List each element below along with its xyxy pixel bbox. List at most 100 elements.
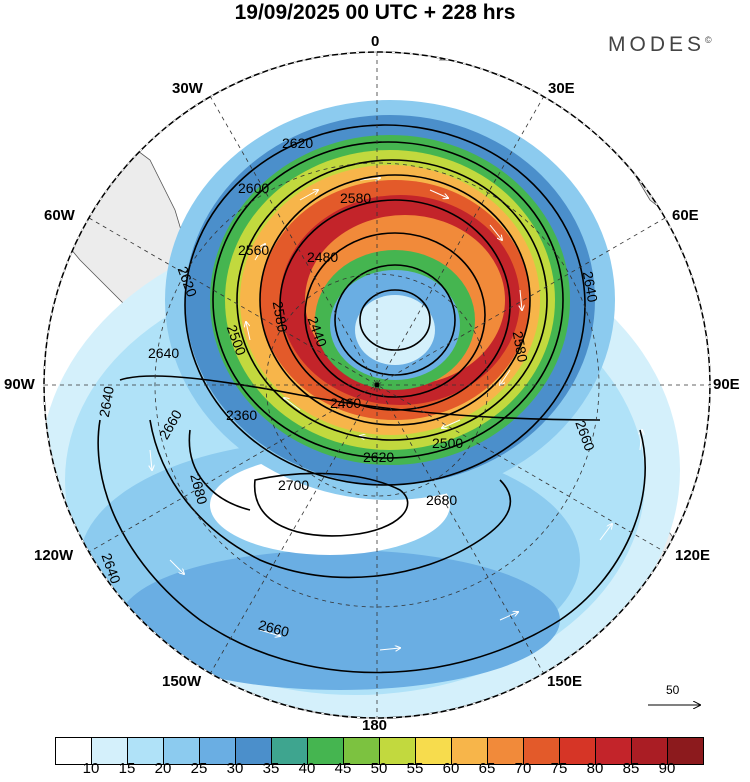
wind-vector (284, 398, 301, 411)
contour-line (359, 289, 431, 351)
colorbar-cell (343, 737, 380, 765)
contour-label: 2640 (96, 385, 117, 419)
wind-vector (442, 419, 461, 428)
colorbar-tick-label: 45 (334, 760, 352, 777)
contour-label: 2680 (187, 472, 211, 506)
brand-copyright: © (705, 35, 712, 45)
colorbar-tick-label: 40 (298, 760, 316, 777)
contour-line (236, 159, 548, 441)
colorbar-tick-label: 85 (622, 760, 640, 777)
contour-label: 2500 (432, 435, 463, 451)
map-border-dashed (43, 51, 711, 719)
contour-line (149, 419, 512, 579)
colorbar-tick-label: 50 (370, 760, 388, 777)
lon-label-120e: 120E (675, 547, 711, 564)
contour-line (97, 419, 646, 674)
lon-label-180: 180 (362, 717, 388, 734)
colorbar-cell (91, 737, 128, 765)
colorbar-tick-label: 10 (82, 760, 100, 777)
height-contours (97, 124, 646, 674)
contour-line (279, 199, 511, 411)
colorbar-cell (451, 737, 488, 765)
wind-vector (599, 524, 612, 541)
colorbar-tick-label: 35 (262, 760, 280, 777)
contour-line (259, 174, 531, 426)
contour-label: 2660 (257, 617, 291, 641)
wind-vector (499, 612, 518, 621)
colorbar-tick-label: 75 (550, 760, 568, 777)
colorbar-cell (523, 737, 560, 765)
contour-label: 2460 (330, 395, 361, 411)
colorbar-cell (667, 737, 704, 765)
colorbar-tick-label: 65 (478, 760, 496, 777)
colorbar (55, 737, 704, 765)
jet-inner-15 (355, 295, 435, 365)
colorbar-cell (631, 737, 668, 765)
colorbar-cell (415, 737, 452, 765)
contour-line (188, 429, 251, 511)
wind-vector (169, 559, 184, 574)
colorbar-cell (199, 737, 236, 765)
wind-vector (254, 244, 265, 261)
contour-label: 2580 (340, 190, 371, 206)
colorbar-tick-label: 80 (586, 760, 604, 777)
wind-vector (299, 190, 318, 201)
lon-label-60w: 60W (44, 207, 75, 224)
contour-label: 2640 (148, 345, 179, 361)
reference-vector-value: 50 (666, 683, 680, 697)
brand-name: MODES (608, 33, 706, 56)
colorbar-cell (487, 737, 524, 765)
brand-logo: MODES© (608, 33, 712, 57)
wind-vector (489, 224, 502, 240)
colorbar-cell (235, 737, 272, 765)
wind-vector (379, 648, 400, 650)
lon-label-90e: 90E (713, 376, 740, 393)
contour-label: 2360 (226, 407, 257, 423)
map-content (44, 52, 710, 718)
contour-label: 2640 (580, 270, 601, 304)
lon-label-150w: 150W (162, 673, 202, 690)
colorbar-tick-label: 55 (406, 760, 424, 777)
contour-line (253, 472, 409, 537)
colorbar-tick-label: 70 (514, 760, 532, 777)
lon-label-150e: 150E (547, 673, 583, 690)
colorbar-tick-label: 30 (226, 760, 244, 777)
contour-line (184, 124, 586, 486)
wind-vector (520, 289, 522, 310)
graticule (44, 52, 710, 718)
contour-label: 2600 (238, 180, 269, 196)
contour-label: 2580 (510, 330, 531, 364)
colorbar-tick-label: 20 (154, 760, 172, 777)
contour-label: 2620 (363, 449, 394, 465)
contour-label: 2620 (282, 135, 313, 151)
lon-label-0: 0 (371, 33, 380, 50)
lon-label-30w: 30W (172, 80, 203, 97)
lon-label-30e: 30E (548, 80, 575, 97)
pole-marker (374, 382, 380, 388)
lon-label-60e: 60E (672, 207, 699, 224)
contour-label: 2700 (278, 477, 309, 493)
wind-vector (359, 178, 380, 180)
wind-vector (259, 629, 280, 636)
contour-label: 2580 (270, 300, 291, 334)
colorbar-cell (55, 737, 92, 765)
contour-label: 2480 (307, 249, 338, 265)
contour-label: 2680 (426, 492, 457, 508)
colorbar-tick-label: 60 (442, 760, 460, 777)
contour-label-group: 2620 2600 2580 2560 2480 2620 2580 2500 … (96, 135, 601, 640)
contour-line (119, 375, 601, 421)
colorbar-cell (559, 737, 596, 765)
contour-label: 2560 (238, 242, 269, 258)
lon-label-120w: 120W (34, 547, 74, 564)
wind-vector (429, 189, 448, 198)
map-title: 19/09/2025 00 UTC + 228 hrs (234, 1, 516, 24)
contour-line (304, 232, 486, 398)
colorbar-tick-label: 15 (118, 760, 136, 777)
wind-vector (246, 322, 251, 341)
wind-vector (500, 369, 511, 385)
colorbar-tick-label: 90 (658, 760, 676, 777)
contour-line (212, 141, 564, 459)
lon-label-90w: 90W (4, 376, 35, 393)
wind-vector (150, 449, 152, 470)
